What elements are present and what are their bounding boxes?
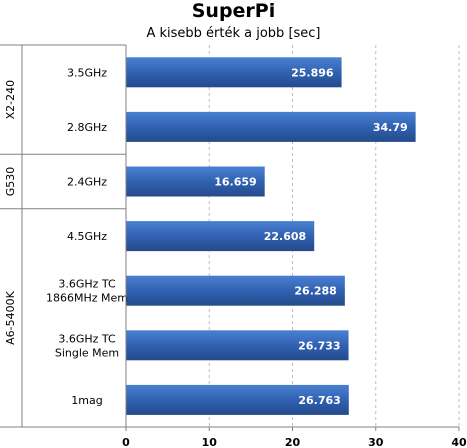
x-tick-label: 0 (122, 436, 130, 448)
category-label: 3.5GHz (67, 66, 107, 79)
bar (126, 330, 349, 361)
chart-title: SuperPi (191, 0, 276, 22)
category-label: 1866MHz Mem (46, 292, 128, 305)
x-tick-label: 40 (451, 436, 467, 448)
bar (126, 221, 315, 252)
bar (126, 166, 265, 197)
x-tick-label: 10 (202, 436, 218, 448)
category-label: Single Mem (55, 346, 119, 359)
bar-value-label: 16.659 (214, 176, 256, 189)
bar (126, 111, 416, 142)
category-label: 2.8GHz (67, 121, 107, 134)
group-label: A6-5400K (4, 290, 17, 344)
group-label: G530 (4, 167, 17, 197)
bar (126, 57, 342, 88)
category-label: 2.4GHz (67, 176, 107, 189)
bar-value-label: 26.763 (298, 394, 340, 407)
category-label: 1mag (71, 394, 102, 407)
bar-value-label: 22.608 (264, 230, 306, 243)
category-label: 3.6GHz TC (58, 332, 116, 345)
chart-subtitle: A kisebb érték a jobb [sec] (146, 26, 321, 41)
bar-value-label: 26.733 (298, 339, 340, 352)
group-label: X2-240 (4, 80, 17, 120)
bar-value-label: 26.288 (294, 285, 336, 298)
category-label: 4.5GHz (67, 230, 107, 243)
bar-value-label: 25.896 (291, 66, 334, 79)
x-tick-label: 30 (368, 436, 384, 448)
bar (126, 384, 349, 415)
bar (126, 275, 345, 306)
x-tick-label: 20 (285, 436, 301, 448)
bar-value-label: 34.79 (373, 121, 408, 134)
category-label: 3.6GHz TC (58, 278, 116, 291)
